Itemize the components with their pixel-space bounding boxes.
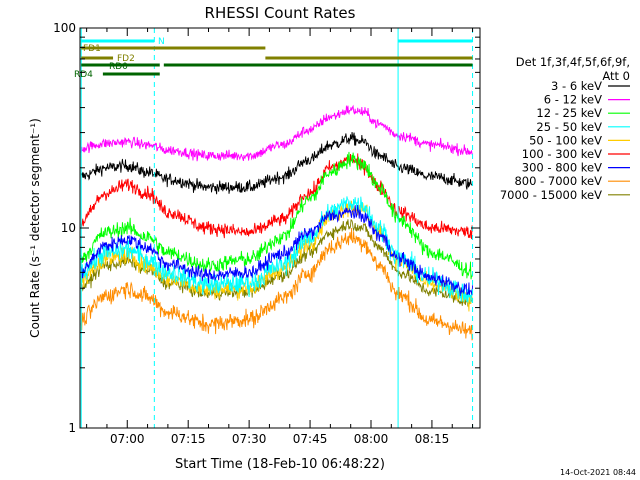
flag-label-fd1: FD1 bbox=[83, 44, 101, 54]
y-tick-label-1: 10 bbox=[61, 221, 76, 235]
flag-bar-n-1 bbox=[398, 39, 473, 43]
legend-label-2: 12 - 25 keV bbox=[536, 106, 602, 120]
x-axis-label: Start Time (18-Feb-10 06:48:22) bbox=[175, 457, 385, 472]
flag-bar-rd0-1 bbox=[163, 63, 473, 67]
series-line-7 bbox=[80, 228, 473, 341]
flag-label-rd4: RD4 bbox=[74, 70, 93, 80]
series-line-6 bbox=[80, 204, 473, 297]
legend-attenuator: Att 0 bbox=[602, 69, 630, 83]
flag-bar-rd0-0 bbox=[81, 63, 160, 67]
legend-label-1: 6 - 12 keV bbox=[544, 93, 602, 107]
legend-label-5: 100 - 300 keV bbox=[522, 147, 602, 161]
series-line-0 bbox=[80, 132, 473, 195]
legend-label-8: 7000 - 15000 keV bbox=[500, 188, 602, 202]
y-tick-label-2: 100 bbox=[53, 21, 76, 35]
series-layer bbox=[80, 104, 473, 341]
x-tick-label-4: 08:00 bbox=[354, 432, 389, 446]
y-tick-label-0: 1 bbox=[68, 421, 76, 435]
x-tick-label-1: 07:15 bbox=[171, 432, 206, 446]
series-line-8 bbox=[80, 219, 473, 307]
x-tick-label-3: 07:45 bbox=[293, 432, 328, 446]
series-line-1 bbox=[80, 104, 473, 162]
flag-bar-n-0 bbox=[81, 39, 155, 43]
y-axis-label: Count Rate (s⁻¹ detector segment⁻¹) bbox=[28, 118, 42, 338]
flag-label-rd0: RD0 bbox=[109, 62, 128, 72]
series-line-5 bbox=[80, 153, 473, 240]
legend-label-3: 25 - 50 keV bbox=[536, 120, 602, 134]
chart-title: RHESSI Count Rates bbox=[205, 4, 356, 22]
generated-timestamp: 14-Oct-2021 08:44 bbox=[560, 468, 636, 477]
flag-bar-fd1-0 bbox=[81, 46, 266, 50]
x-tick-label-5: 08:15 bbox=[415, 432, 450, 446]
legend-label-4: 50 - 100 keV bbox=[529, 133, 602, 147]
x-tick-label-2: 07:30 bbox=[232, 432, 267, 446]
flag-bar-fd2-0 bbox=[81, 56, 114, 60]
flag-label-fd2: FD2 bbox=[117, 54, 135, 64]
flag-bar-fd2-1 bbox=[265, 56, 473, 60]
flag-label-n: N bbox=[158, 37, 165, 47]
x-tick-label-0: 07:00 bbox=[110, 432, 145, 446]
flag-bar-rd4-0 bbox=[102, 72, 160, 76]
legend: Det 1f,3f,4f,5f,6f,9f, Att 0 3 - 6 keV6 … bbox=[500, 55, 630, 202]
axis-layer: 1 10 100 07:00 07:15 07:30 07:45 08:00 08:15 bbox=[53, 21, 481, 446]
legend-label-6: 300 - 800 keV bbox=[522, 161, 602, 175]
legend-header: Det 1f,3f,4f,5f,6f,9f, bbox=[516, 55, 630, 69]
series-line-2 bbox=[80, 151, 473, 280]
legend-label-7: 800 - 7000 keV bbox=[514, 174, 602, 188]
legend-label-0: 3 - 6 keV bbox=[551, 79, 602, 93]
